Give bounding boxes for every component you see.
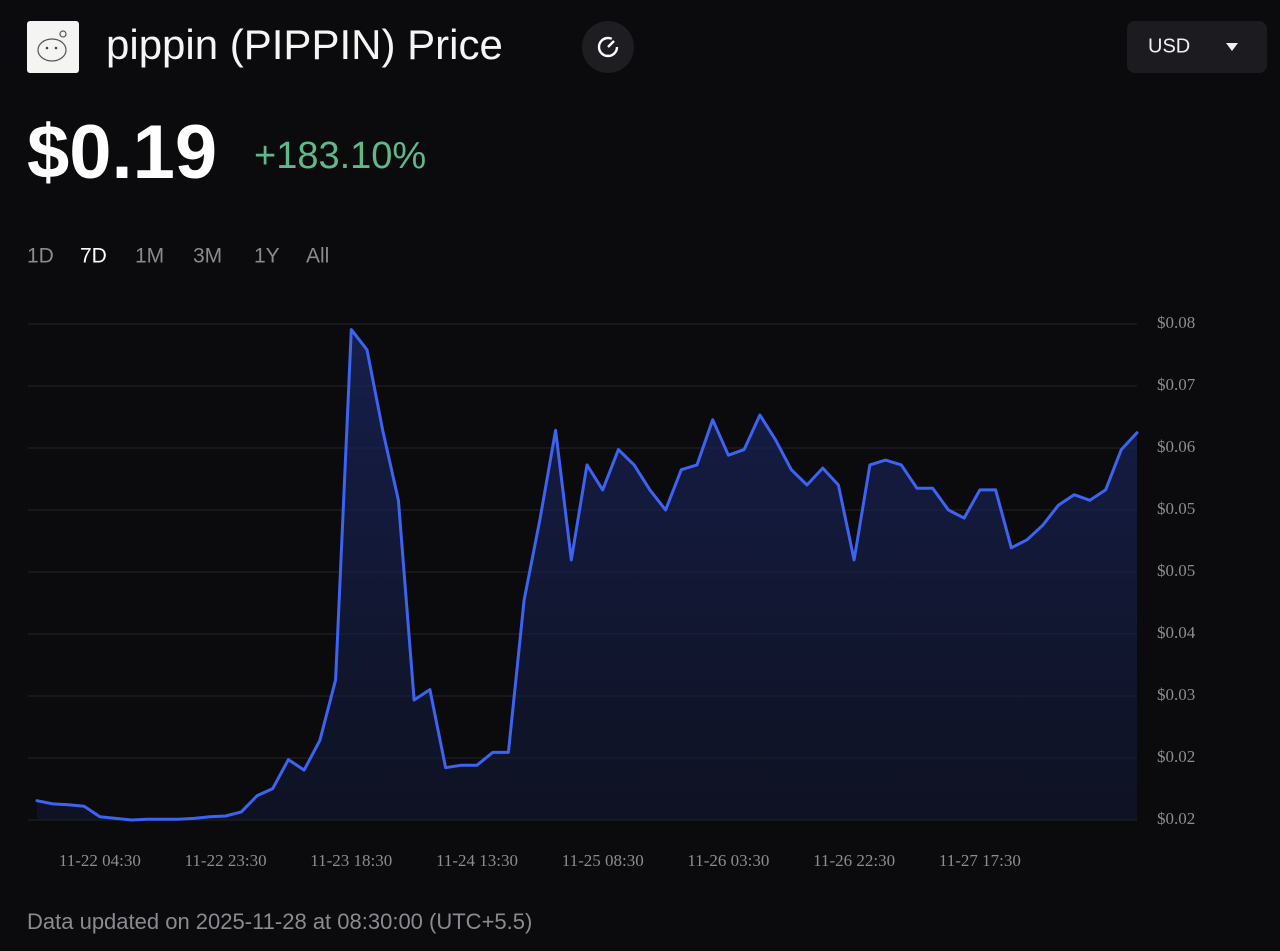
update-note: Data updated on 2025-11-28 at 08:30:00 (… <box>27 909 532 934</box>
y-tick-label: $0.06 <box>1157 437 1195 456</box>
price-chart: $0.02 $0.02 $0.03 $0.04 $0.05 $0.05 $0.06 $0.07… <box>28 313 1196 870</box>
y-tick-label: $0.02 <box>1157 747 1195 766</box>
price-area <box>37 329 1137 820</box>
y-tick-label: $0.07 <box>1157 375 1196 394</box>
refresh-button[interactable] <box>582 21 634 73</box>
x-tick-label: 11-26 03:30 <box>687 851 769 870</box>
dropdown-arrow <box>1226 43 1238 51</box>
y-tick-label: $0.05 <box>1157 499 1195 518</box>
x-tick-label: 11-24 13:30 <box>436 851 518 870</box>
x-tick-label: 11-26 22:30 <box>813 851 895 870</box>
range-tab[interactable]: 7D <box>80 245 107 268</box>
token-logo <box>27 21 79 73</box>
x-tick-label: 11-27 17:30 <box>939 851 1021 870</box>
x-tick-label: 11-25 08:30 <box>562 851 644 870</box>
page-title: pippin (PIPPIN) Price <box>106 21 503 68</box>
x-tick-label: 11-23 18:30 <box>310 851 392 870</box>
y-tick-label: $0.08 <box>1157 313 1195 332</box>
range-tab[interactable]: 3M <box>193 245 222 268</box>
price-change: +183.10% <box>254 135 426 177</box>
range-tab[interactable]: 1M <box>135 245 164 268</box>
x-tick-label: 11-22 04:30 <box>59 851 141 870</box>
y-tick-label: $0.05 <box>1157 561 1195 580</box>
current-price: $0.19 <box>27 110 217 195</box>
x-tick-label: 11-22 23:30 <box>185 851 267 870</box>
y-tick-label: $0.04 <box>1157 623 1196 642</box>
currency-label: USD <box>1148 35 1190 57</box>
y-tick-label: $0.03 <box>1157 685 1195 704</box>
y-tick-label: $0.02 <box>1157 809 1195 828</box>
currency-select[interactable]: USD <box>1127 21 1267 73</box>
range-tab[interactable]: 1Y <box>254 245 280 268</box>
price-line <box>35 328 1139 822</box>
range-tab[interactable]: All <box>306 245 329 268</box>
range-tabs: 1D 7D 1M 3M 1Y All <box>27 245 329 268</box>
range-tab[interactable]: 1D <box>27 245 54 268</box>
